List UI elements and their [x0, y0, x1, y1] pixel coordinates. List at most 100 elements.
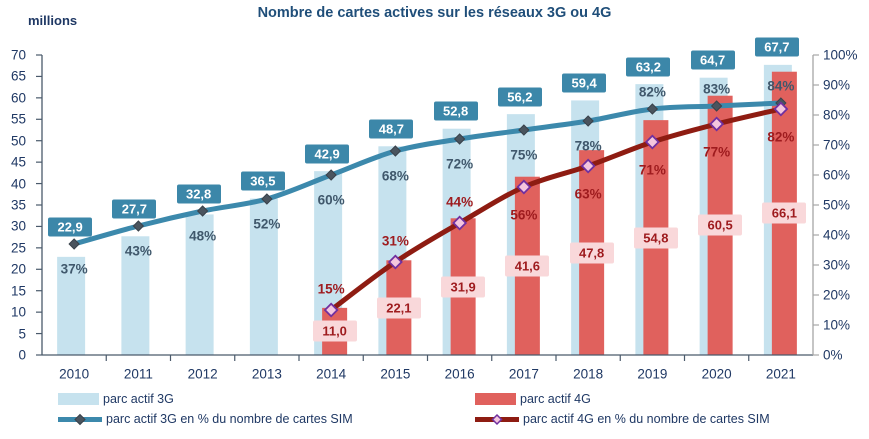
y-left-tick-label-10: 10 — [10, 304, 26, 320]
diamond-4g-icon — [491, 413, 503, 425]
value-label-4g-2016: 31,9 — [441, 276, 486, 298]
y-left-tick-label-55: 55 — [10, 111, 26, 127]
legend-label-line-4g: parc actif 4G en % du nombre de cartes S… — [523, 412, 770, 426]
value-label-4g-2017: 41,6 — [505, 255, 550, 277]
value-label-3g-2017: 56,2 — [497, 87, 542, 107]
value-label-3g-2015: 48,7 — [369, 119, 414, 139]
marker-4g-2021 — [773, 101, 789, 117]
marker-3g-2018 — [582, 115, 594, 127]
x-axis-label-2020: 2020 — [701, 366, 732, 382]
value-label-3g-2018: 59,4 — [562, 73, 607, 93]
x-axis-label-2018: 2018 — [573, 366, 604, 382]
pct-label-3g-2017: 75% — [510, 147, 538, 163]
value-label-4g-2021: 66,1 — [762, 202, 807, 224]
y-right-tick-label-30: 30% — [823, 257, 851, 273]
pct-label-3g-2016: 72% — [446, 156, 474, 172]
y-right-tick-label-50: 50% — [823, 197, 851, 213]
value-label-3g-2020: 64,7 — [690, 50, 735, 70]
marker-4g-2014 — [323, 302, 339, 318]
legend-item-line-3g: parc actif 3G en % du nombre de cartes S… — [58, 411, 353, 427]
value-label-4g-2014: 11,0 — [312, 320, 357, 342]
marker-3g-2019 — [646, 103, 659, 115]
bar-3g-2011 — [121, 236, 150, 355]
chart-title: Nombre de cartes actives sur les réseaux… — [257, 5, 612, 21]
y-axis-unit-label: millions — [28, 13, 78, 28]
y-left-tick-label-60: 60 — [10, 90, 26, 106]
pct-label-3g-2013: 52% — [253, 216, 281, 232]
bar-3g-swatch — [58, 393, 99, 405]
x-axis-label-2015: 2015 — [380, 366, 411, 382]
x-axis-label-2011: 2011 — [123, 366, 153, 382]
marker-3g-2014 — [325, 169, 337, 181]
value-label-3g-2019: 63,2 — [626, 57, 671, 77]
y-right-tick-label-90: 90% — [823, 77, 851, 93]
pct-label-4g-2016: 44% — [446, 194, 474, 210]
marker-4g-2019 — [644, 134, 660, 150]
y-left-tick-label-65: 65 — [10, 68, 26, 84]
x-axis-label-2010: 2010 — [59, 366, 90, 382]
pct-label-4g-2015: 31% — [381, 233, 409, 249]
line-3g — [71, 100, 784, 247]
value-label-3g-2011: 27,7 — [112, 199, 157, 218]
marker-3g-2020 — [710, 100, 723, 112]
bar-3g-2013 — [249, 198, 278, 355]
legend-swatch-bar-4g — [475, 393, 516, 405]
pct-label-3g-2021: 84% — [767, 78, 795, 94]
legend-item-parc-4g: parc actif 4G — [475, 391, 591, 407]
bar-3g-2010 — [57, 256, 86, 355]
y-left-tick-label-20: 20 — [10, 261, 26, 277]
y-right-tick-label-100: 100% — [823, 47, 858, 63]
bar-4g-swatch — [475, 393, 516, 405]
value-label-3g-2013: 36,5 — [240, 171, 285, 191]
y-right-tick-label-10: 10% — [823, 317, 851, 333]
marker-4g-2015 — [387, 254, 403, 270]
value-label-4g-2018: 47,8 — [569, 242, 614, 264]
diamond-3g-icon — [74, 413, 86, 425]
marker-3g-2013 — [261, 193, 273, 205]
pct-label-3g-2015: 68% — [381, 168, 409, 184]
y-left-tick-label-30: 30 — [10, 218, 26, 234]
y-right-tick-label-40: 40% — [823, 227, 851, 243]
marker-3g-2016 — [453, 133, 466, 145]
marker-3g-2011 — [132, 220, 145, 232]
marker-3g-2017 — [518, 124, 530, 136]
legend-item-parc-3g: parc actif 3G — [58, 391, 174, 407]
y-left-tick-label-40: 40 — [10, 175, 26, 191]
marker-3g-2015 — [389, 145, 402, 157]
value-label-4g-2015: 22,1 — [376, 297, 421, 319]
pct-label-3g-2011: 43% — [124, 243, 152, 259]
pct-label-3g-2012: 48% — [189, 228, 217, 244]
x-axis-label-2021: 2021 — [765, 366, 796, 382]
pct-label-4g-2021: 82% — [767, 129, 795, 145]
value-label-4g-2020: 60,5 — [698, 214, 743, 236]
y-left-tick-label-50: 50 — [10, 132, 26, 148]
x-axis-label-2012: 2012 — [187, 366, 218, 382]
pct-label-4g-2019: 71% — [638, 162, 666, 178]
value-label-3g-2014: 42,9 — [305, 144, 350, 164]
marker-4g-2017 — [516, 179, 532, 195]
legend-label-parc-3g: parc actif 3G — [103, 392, 174, 406]
y-left-tick-label-15: 15 — [10, 282, 26, 298]
x-axis-label-2013: 2013 — [251, 366, 282, 382]
y-right-tick-label-60: 60% — [823, 167, 851, 183]
pct-label-4g-2018: 63% — [574, 186, 602, 202]
legend-label-parc-4g: parc actif 4G — [520, 392, 591, 406]
x-axis-label-2017: 2017 — [508, 366, 539, 382]
y-right-tick-label-20: 20% — [823, 287, 851, 303]
y-right-tick-label-0: 0% — [823, 347, 843, 363]
y-left-tick-label-45: 45 — [10, 154, 26, 170]
marker-3g-2012 — [196, 205, 209, 217]
legend-label-line-3g: parc actif 3G en % du nombre de cartes S… — [106, 412, 353, 426]
pct-label-4g-2017: 56% — [510, 207, 538, 223]
bar-3g-2012 — [185, 214, 214, 355]
y-left-tick-label-70: 70 — [10, 47, 26, 63]
value-label-3g-2012: 32,8 — [176, 184, 221, 203]
marker-4g-2018 — [580, 158, 596, 174]
y-right-tick-label-70: 70% — [823, 137, 851, 153]
y-right-tick-label-80: 80% — [823, 107, 851, 123]
y-left-tick-label-25: 25 — [10, 240, 26, 256]
value-label-3g-2021: 67,7 — [754, 37, 799, 57]
marker-4g-2020 — [709, 116, 725, 132]
value-label-3g-2016: 52,8 — [433, 101, 478, 121]
pct-label-3g-2019: 82% — [638, 84, 666, 100]
